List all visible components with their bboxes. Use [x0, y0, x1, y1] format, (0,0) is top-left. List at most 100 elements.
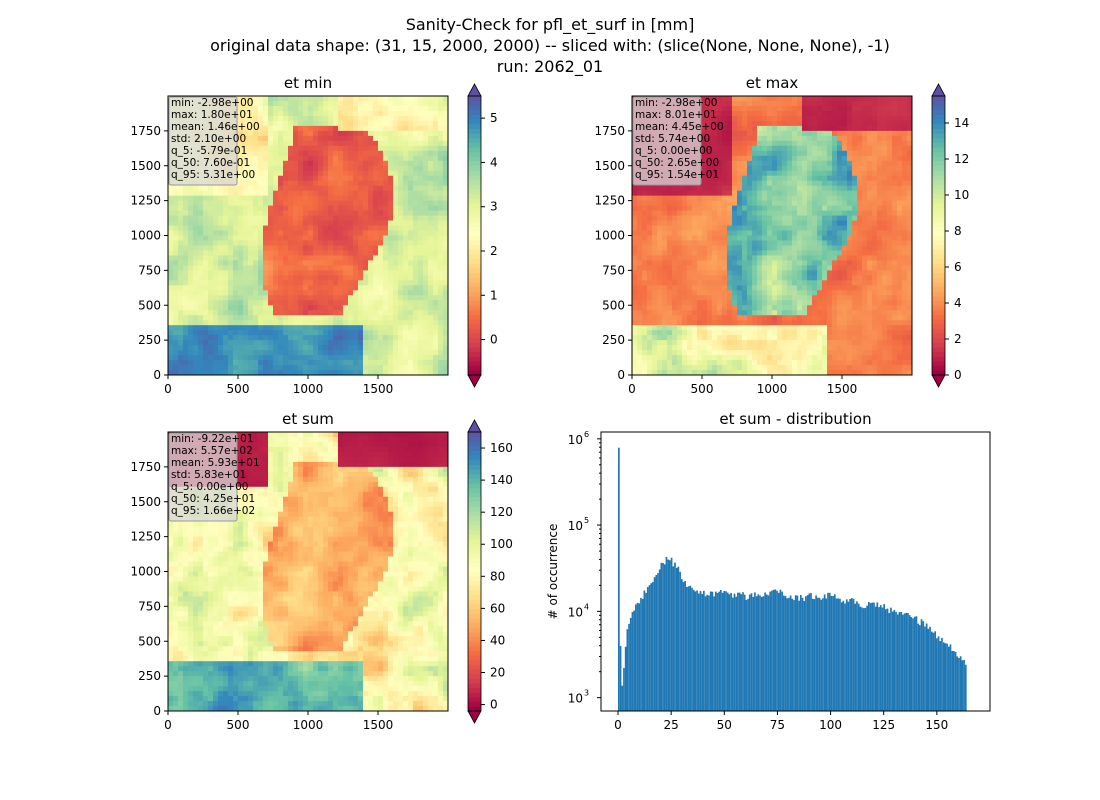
- heatmap-cell: [203, 300, 209, 306]
- heatmap-cell: [188, 225, 194, 231]
- heatmap-cell: [323, 180, 329, 187]
- heatmap-cell: [338, 225, 344, 231]
- heatmap-cell: [278, 240, 284, 246]
- heatmap-cell: [727, 220, 733, 226]
- heatmap-cell: [408, 335, 414, 341]
- heatmap-cell: [238, 170, 244, 177]
- heatmap-cell: [677, 225, 683, 231]
- heatmap-cell: [657, 270, 663, 276]
- heatmap-cell: [428, 290, 434, 296]
- heatmap-cell: [298, 315, 304, 321]
- heatmap-cell: [438, 205, 444, 211]
- heatmap-cell: [423, 325, 429, 331]
- heatmap-cell: [737, 190, 743, 197]
- heatmap-cell: [747, 170, 753, 177]
- heatmap-cell: [717, 150, 723, 157]
- heatmap-cell: [253, 205, 259, 211]
- heatmap-cell: [378, 220, 384, 226]
- heatmap-cell: [657, 200, 663, 207]
- heatmap-cell: [672, 330, 678, 336]
- heatmap-cell: [662, 280, 668, 286]
- heatmap-cell: [757, 220, 763, 226]
- heatmap-cell: [273, 225, 279, 231]
- heatmap-cell: [712, 210, 718, 216]
- heatmap-cell: [238, 100, 244, 107]
- heatmap-cell: [747, 255, 753, 261]
- heatmap-cell: [722, 110, 728, 117]
- heatmap-cell: [168, 350, 174, 356]
- heatmap-cell: [777, 365, 783, 371]
- heatmap-cell: [343, 330, 349, 336]
- heatmap-cell: [313, 355, 319, 361]
- heatmap-cell: [428, 310, 434, 316]
- heatmap-cell: [732, 220, 738, 226]
- heatmap-cell: [672, 240, 678, 246]
- heatmap-cell: [722, 130, 728, 137]
- heatmap-cell: [193, 285, 199, 291]
- heatmap-cell: [747, 175, 753, 182]
- heatmap-cell: [173, 370, 179, 376]
- heatmap-cell: [238, 190, 244, 197]
- heatmap-cell: [268, 360, 274, 366]
- heatmap-cell: [323, 230, 329, 236]
- heatmap-cell: [243, 265, 249, 271]
- heatmap-cell: [772, 340, 778, 346]
- heatmap-cell: [328, 170, 334, 177]
- heatmap-cell: [443, 100, 449, 107]
- heatmap-cell: [398, 105, 404, 112]
- heatmap-cell: [672, 210, 678, 216]
- heatmap-cell: [657, 220, 663, 226]
- heatmap-cell: [383, 265, 389, 271]
- heatmap-cell: [677, 360, 683, 366]
- heatmap-cell: [213, 210, 219, 216]
- heatmap-cell: [258, 345, 264, 351]
- heatmap-cell: [777, 230, 783, 236]
- heatmap-cell: [308, 130, 314, 137]
- heatmap-cell: [762, 185, 768, 192]
- heatmap-cell: [752, 105, 758, 112]
- heatmap-cell: [183, 235, 189, 241]
- heatmap-cell: [717, 220, 723, 226]
- heatmap-cell: [727, 105, 733, 112]
- heatmap-cell: [313, 260, 319, 266]
- heatmap-cell: [777, 160, 783, 167]
- heatmap-cell: [403, 125, 409, 132]
- heatmap-cell: [747, 365, 753, 371]
- heatmap-cell: [278, 325, 284, 331]
- heatmap-cell: [438, 310, 444, 316]
- heatmap-cell: [288, 320, 294, 326]
- heatmap-cell: [278, 125, 284, 132]
- heatmap-cell: [278, 145, 284, 152]
- heatmap-cell: [403, 195, 409, 202]
- heatmap-cell: [273, 315, 279, 321]
- heatmap-cell: [667, 355, 673, 361]
- heatmap-cell: [238, 300, 244, 306]
- heatmap-cell: [218, 185, 224, 192]
- heatmap-cell: [722, 125, 728, 132]
- heatmap-cell: [697, 275, 703, 281]
- heatmap-cell: [193, 230, 199, 236]
- heatmap-cell: [398, 265, 404, 271]
- heatmap-cell: [303, 360, 309, 366]
- heatmap-cell: [313, 215, 319, 221]
- heatmap-cell: [652, 265, 658, 271]
- heatmap-cell: [253, 190, 259, 197]
- heatmap-cell: [662, 330, 668, 336]
- heatmap-cell: [213, 290, 219, 296]
- heatmap-cell: [353, 195, 359, 202]
- heatmap-cell: [168, 250, 174, 256]
- heatmap-cell: [308, 125, 314, 132]
- heatmap-cell: [647, 250, 653, 256]
- heatmap-cell: [388, 325, 394, 331]
- heatmap-cell: [198, 335, 204, 341]
- colorbar-segment: [468, 221, 481, 227]
- heatmap-cell: [268, 100, 274, 107]
- colorbar-segment: [468, 258, 481, 264]
- heatmap-cell: [368, 300, 374, 306]
- heatmap-cell: [772, 285, 778, 291]
- heatmap-cell: [313, 180, 319, 187]
- heatmap-cell: [433, 235, 439, 241]
- heatmap-cell: [328, 185, 334, 192]
- heatmap-cell: [243, 280, 249, 286]
- heatmap-cell: [173, 315, 179, 321]
